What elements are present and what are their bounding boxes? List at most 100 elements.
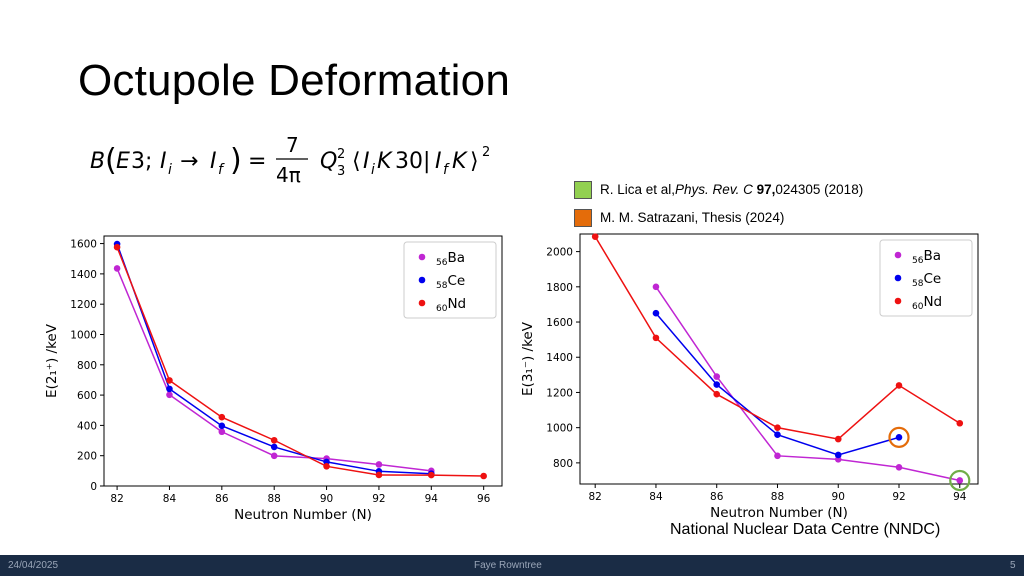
svg-text:30|: 30| xyxy=(395,149,430,174)
data-point xyxy=(113,265,121,272)
legend-label: 58Ce xyxy=(436,273,465,291)
data-point xyxy=(166,391,173,399)
svg-text:K: K xyxy=(377,149,393,174)
y-tick-label: 800 xyxy=(77,360,97,372)
data-point xyxy=(956,477,964,484)
footer-author: Faye Rowntree xyxy=(474,560,542,571)
x-tick-label: 90 xyxy=(320,493,333,505)
chart-legend: 56Ba 58Ce 60Nd xyxy=(879,239,973,317)
y-tick-label: 1400 xyxy=(546,352,573,364)
legend-label: 58Ce xyxy=(912,271,941,289)
y-tick-label: 1600 xyxy=(546,317,573,329)
svg-text:I: I xyxy=(160,149,167,174)
data-point xyxy=(713,381,721,388)
svg-text:f: f xyxy=(218,162,225,178)
data-point xyxy=(270,436,278,444)
x-axis-label: Neutron Number (N) xyxy=(234,507,372,523)
x-tick-label: 84 xyxy=(649,491,663,503)
y-tick-label: 1200 xyxy=(70,299,97,311)
chart-e31-energy: 82 84 86 88 90 92 94 800 1000 1200 1400 1600 1800 200… xyxy=(520,233,979,521)
legend-marker xyxy=(894,274,902,282)
x-tick-label: 86 xyxy=(710,491,724,503)
svg-text:=: = xyxy=(248,149,266,174)
x-tick-label: 82 xyxy=(589,491,602,503)
data-point xyxy=(652,309,660,317)
x-tick-label: 92 xyxy=(892,491,905,503)
data-point xyxy=(166,385,173,393)
svg-text:i: i xyxy=(168,162,172,178)
reference-volume: 97, xyxy=(756,182,776,197)
svg-text:7: 7 xyxy=(286,133,299,157)
svg-text:⟨: ⟨ xyxy=(352,149,361,174)
svg-text:(: ( xyxy=(105,143,117,178)
legend-marker xyxy=(418,299,426,307)
data-point xyxy=(375,471,383,479)
plot-frame xyxy=(579,233,979,485)
x-tick-label: 86 xyxy=(215,493,229,505)
y-axis-label: E(2₁⁺) /keV xyxy=(44,323,60,398)
reference-author: R. Lica et al, xyxy=(600,182,676,197)
chart-legend: 56Ba 58Ce 60Nd xyxy=(403,241,497,319)
svg-text:E: E xyxy=(116,149,130,174)
data-point xyxy=(895,463,903,471)
svg-text:4π: 4π xyxy=(276,163,301,187)
x-tick-label: 96 xyxy=(477,493,491,505)
slide-title: Octupole Deformation xyxy=(78,56,510,105)
data-point xyxy=(834,435,842,443)
x-tick-label: 82 xyxy=(110,493,123,505)
x-tick-label: 92 xyxy=(372,493,385,505)
legend-box xyxy=(879,239,973,317)
highlight-circle xyxy=(888,426,910,448)
data-point xyxy=(713,373,721,380)
y-tick-label: 200 xyxy=(77,451,97,463)
green-swatch xyxy=(574,180,592,199)
footer-page: 5 xyxy=(1010,560,1016,571)
x-tick-label: 94 xyxy=(425,493,439,505)
legend-box xyxy=(403,241,497,319)
data-point xyxy=(834,451,842,459)
data-point xyxy=(218,422,226,430)
y-axis-label: E(3₁⁻) /keV xyxy=(520,321,536,396)
reference-satrazani: M. M. Satrazani, Thesis (2024) xyxy=(574,208,863,227)
svg-text:→: → xyxy=(180,149,198,174)
legend-marker xyxy=(418,276,426,284)
svg-text:i: i xyxy=(371,162,375,178)
reference-journal: Phys. Rev. C xyxy=(675,182,753,197)
y-tick-label: 800 xyxy=(553,458,573,470)
footer-bar: 24/04/2025 Faye Rowntree 5 xyxy=(0,555,1024,576)
svg-text:I: I xyxy=(210,149,217,174)
y-tick-label: 1600 xyxy=(70,239,97,251)
legend-marker xyxy=(894,251,902,259)
legend-label: 60Nd xyxy=(436,296,466,314)
x-tick-label: 84 xyxy=(163,493,177,505)
legend-label: 60Nd xyxy=(912,294,942,312)
data-point xyxy=(480,472,487,480)
data-point xyxy=(218,413,226,421)
chart-e21-energy: 82 84 86 88 90 92 94 96 0 200 400 600 800 1000 1200 140… xyxy=(44,235,503,523)
svg-text:2: 2 xyxy=(337,147,345,162)
y-tick-label: 1800 xyxy=(546,282,573,294)
svg-text:3;: 3; xyxy=(131,149,152,174)
data-source: National Nuclear Data Centre (NNDC) xyxy=(670,521,941,538)
data-point xyxy=(774,452,781,460)
svg-text:Q: Q xyxy=(320,149,337,174)
data-point xyxy=(270,452,278,460)
data-point xyxy=(713,390,721,398)
series-line-60Nd xyxy=(116,246,484,477)
y-tick-label: 1400 xyxy=(70,269,97,281)
data-point xyxy=(591,233,599,240)
data-point xyxy=(428,471,435,479)
y-tick-label: 600 xyxy=(77,390,97,402)
data-point xyxy=(218,428,226,436)
x-tick-label: 88 xyxy=(268,493,281,505)
data-point xyxy=(652,283,660,291)
legend-marker xyxy=(418,253,426,261)
svg-text:K: K xyxy=(452,149,468,174)
svg-text:3: 3 xyxy=(337,164,345,179)
series-line-56Ba xyxy=(655,286,960,482)
reference-author: M. M. Satrazani, Thesis (2024) xyxy=(600,210,785,225)
orange-swatch xyxy=(574,208,592,227)
y-tick-label: 1200 xyxy=(546,387,573,399)
svg-text:⟩: ⟩ xyxy=(470,149,479,174)
reference-lica: R. Lica et al, Phys. Rev. C 97, 024305 (… xyxy=(574,180,863,199)
